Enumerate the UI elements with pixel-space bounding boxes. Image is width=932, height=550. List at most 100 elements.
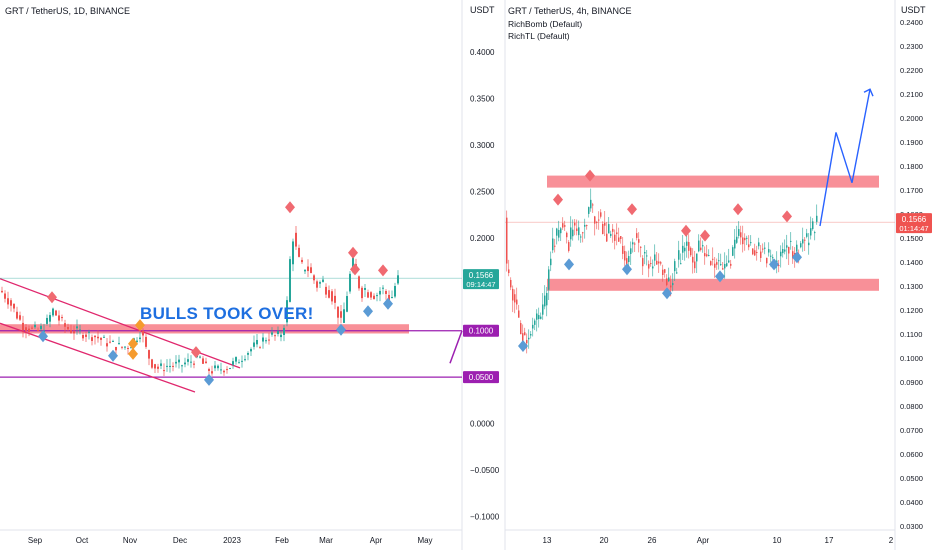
left-level-badge [463, 324, 499, 337]
right-candle-body [562, 223, 564, 228]
right-candle-body [528, 337, 530, 340]
right-candle-body [762, 248, 764, 250]
right-y-tick-label: 0.0400 [900, 498, 923, 507]
left-candle-body [253, 342, 255, 347]
left-candle-body [43, 330, 45, 332]
left-level-badge [463, 371, 499, 384]
right-candle-body [534, 320, 536, 325]
left-candle-body [283, 327, 285, 335]
left-candle-body [310, 267, 312, 273]
right-y-tick-label: 0.1300 [900, 282, 923, 291]
left-x-tick-label: Oct [76, 536, 89, 545]
left-candle-body [388, 294, 390, 301]
left-y-tick-label: 0.4000 [470, 48, 495, 57]
left-candle-body [367, 292, 369, 298]
left-y-tick-label: 0.0000 [470, 420, 495, 429]
left-candle-body [139, 337, 141, 340]
right-candle-body [686, 241, 688, 246]
right-signal-bull-icon [564, 258, 574, 271]
left-countdown-label: 09:14:47 [466, 280, 495, 289]
right-candle-body [656, 260, 658, 265]
left-candle-body [193, 363, 195, 365]
right-candle-body [630, 248, 632, 254]
left-candle-body [244, 359, 246, 361]
right-candle-body [618, 237, 620, 242]
left-candle-body [223, 370, 225, 373]
right-candle-body [714, 263, 716, 268]
right-y-tick-label: 0.0800 [900, 402, 923, 411]
right-signal-bull-icon [622, 263, 632, 276]
left-candle-body [334, 295, 336, 303]
right-y-tick-label: 0.0600 [900, 450, 923, 459]
left-x-tick-label: May [417, 536, 432, 545]
right-candle-body [706, 254, 708, 257]
right-candle-body [544, 295, 546, 307]
left-signal-bull-icon [38, 330, 48, 343]
right-candle-body [588, 207, 590, 214]
left-candle-body [187, 359, 189, 362]
left-candle-body [349, 273, 351, 292]
right-candle-body [512, 288, 514, 301]
left-candle-body [325, 286, 327, 295]
right-candle-body [680, 263, 682, 265]
right-candle-body [756, 252, 758, 254]
left-candle-body [28, 328, 30, 333]
left-candle-body [172, 365, 174, 367]
right-candle-body [688, 242, 690, 251]
right-resistance-zone [547, 175, 879, 188]
right-y-tick-label: 0.1000 [900, 354, 923, 363]
indicator-richtl[interactable]: RichTL (Default) [508, 31, 570, 41]
left-candle-body [97, 336, 99, 339]
right-y-tick-label: 0.2400 [900, 18, 923, 27]
right-candle-body [604, 222, 606, 226]
left-candle-body [169, 365, 171, 367]
right-candle-body [620, 236, 622, 239]
right-candle-body [672, 283, 674, 286]
right-candle-body [536, 313, 538, 320]
right-y-tick-label: 0.1400 [900, 258, 923, 267]
right-signal-bull-icon [518, 340, 528, 352]
left-candle-body [166, 365, 168, 367]
right-candle-body [732, 247, 734, 256]
right-candle-body [584, 224, 586, 227]
right-candle-body [624, 251, 626, 261]
right-candle-body [700, 247, 702, 251]
left-candle-body [382, 287, 384, 289]
right-x-tick-label: 26 [648, 536, 657, 545]
left-signal-bear-icon [350, 263, 360, 276]
right-candle-body [652, 266, 654, 269]
right-candle-body [570, 227, 572, 240]
right-countdown-label: 01:14:47 [899, 224, 928, 233]
left-candle-body [307, 266, 309, 272]
left-candle-body [145, 336, 147, 347]
left-candle-body [385, 290, 387, 294]
left-signal-bear-icon [348, 246, 358, 259]
right-candle-body [724, 263, 726, 269]
left-signal-orange-icon [128, 347, 138, 360]
right-candle-body [644, 252, 646, 254]
right-candle-body [518, 310, 520, 318]
right-candle-body [572, 229, 574, 237]
left-candle-body [178, 359, 180, 363]
right-signal-bull-icon [792, 251, 802, 264]
left-candle-body [190, 361, 192, 363]
left-candle-body [250, 349, 252, 352]
left-candle-body [127, 348, 129, 350]
left-x-tick-label: 2023 [223, 536, 241, 545]
right-signal-bear-icon [627, 203, 637, 216]
right-candle-body [594, 216, 596, 224]
right-candle-body [666, 278, 668, 286]
left-candle-body [280, 334, 282, 338]
right-candle-body [816, 215, 818, 222]
left-candle-body [313, 275, 315, 281]
left-candle-body [364, 287, 366, 290]
right-candle-body [712, 258, 714, 260]
left-candle-body [70, 330, 72, 333]
right-candle-body [800, 243, 802, 248]
left-candle-body [58, 315, 60, 321]
indicator-richbomb[interactable]: RichBomb (Default) [508, 19, 583, 29]
right-candle-body [782, 249, 784, 254]
left-candle-body [55, 310, 57, 316]
